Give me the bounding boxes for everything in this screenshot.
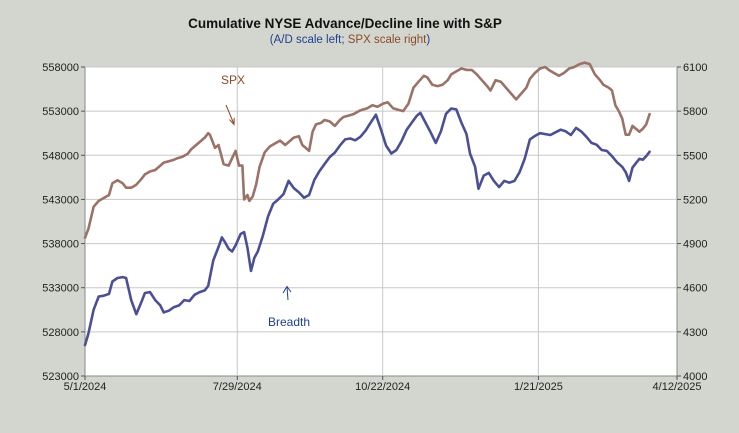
y-left-tick-label: 533000 [42,283,79,295]
y-left-tick-label: 528000 [42,327,79,339]
y-left-tick-label: 538000 [42,239,79,251]
y-right-tick-label: 6100 [683,62,707,74]
subtitle-part-2: ) [426,34,430,46]
y-right-tick-label: 5500 [683,150,707,162]
breadth-arrow-icon [282,285,292,301]
y-axis-right: 4000 4300 4600 4900 5200 5500 5800 6100 [677,62,707,383]
spx-arrow-icon [225,104,235,126]
y-right-tick-label: 5800 [683,106,707,118]
y-left-tick-label: 548000 [42,150,79,162]
x-tick-label: 7/29/2024 [213,381,262,393]
y-left-tick-label: 543000 [42,194,79,206]
x-tick-label: 5/1/2024 [64,381,107,393]
series-layer [83,61,651,347]
subtitle-part-0: (A/D scale left; [270,34,348,46]
subtitle-part-1: SPX scale right [348,34,427,46]
spx-annotation: SPX [221,73,245,87]
series-line-spx [83,61,651,239]
y-right-tick-label: 4600 [683,283,707,295]
series-line-breadth [83,107,651,347]
x-tick-label: 10/22/2024 [355,381,410,393]
x-axis: 5/1/2024 7/29/2024 10/22/2024 1/21/2025 4/12… [64,376,702,393]
y-left-tick-label: 523000 [42,371,79,383]
x-tick-label: 4/12/2025 [653,381,702,393]
y-right-tick-label: 4300 [683,327,707,339]
breadth-annotation: Breadth [268,315,310,329]
y-left-tick-label: 558000 [42,62,79,74]
y-right-tick-label: 4900 [683,239,707,251]
plot-area [84,66,678,377]
y-left-tick-label: 553000 [42,106,79,118]
chart-title: Cumulative NYSE Advance/Decline line wit… [188,16,502,31]
x-tick-label: 1/21/2025 [514,381,563,393]
chart-subtitle: (A/D scale left; SPX scale right) [270,34,431,46]
y-right-tick-label: 5200 [683,194,707,206]
y-axis-left: 523000 528000 533000 538000 543000 548000 5530… [42,62,85,383]
y-right-tick-label: 4000 [683,371,707,383]
